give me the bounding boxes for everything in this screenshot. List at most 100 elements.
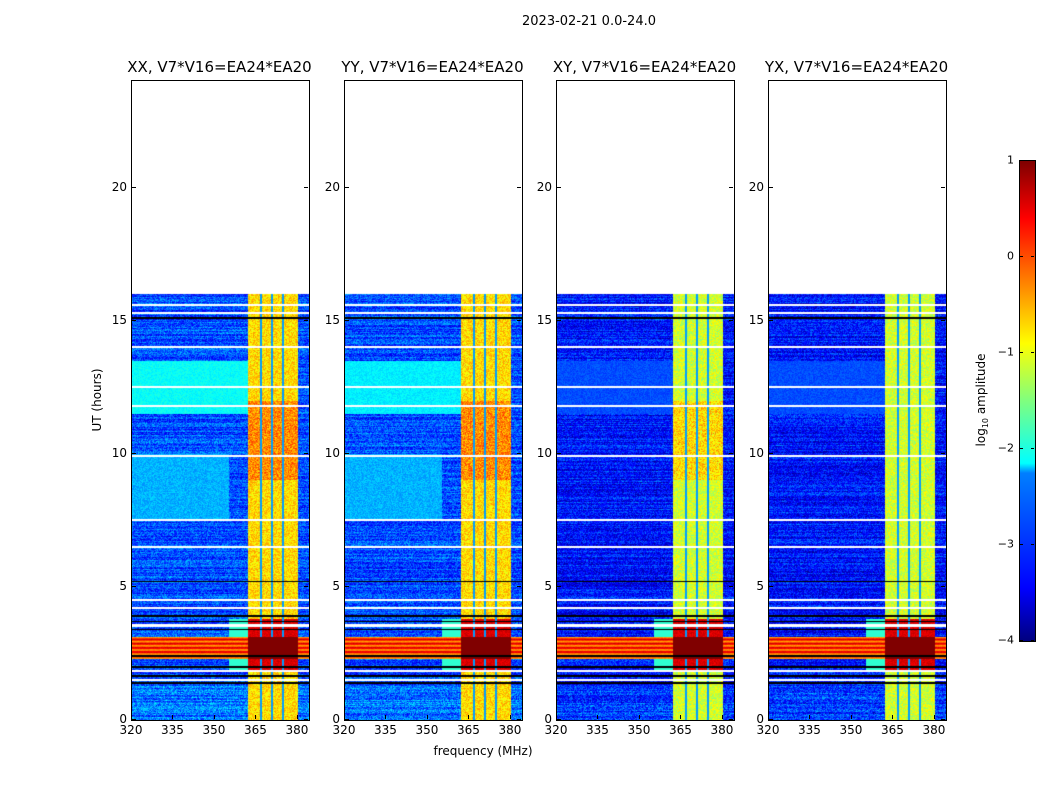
x-tick-label: 335	[374, 723, 397, 737]
figure-title: 2023-02-21 0.0-24.0	[522, 14, 656, 29]
y-tick-mark	[729, 319, 733, 321]
colorbar	[1019, 160, 1036, 642]
y-tick-mark	[557, 186, 561, 188]
x-tick-label: 350	[839, 723, 863, 737]
x-tick-label: 335	[161, 723, 184, 737]
x-tick-mark	[255, 715, 257, 719]
x-tick-mark	[768, 715, 769, 719]
x-tick-mark	[638, 715, 640, 719]
y-tick-mark	[517, 585, 521, 587]
x-tick-label: 320	[756, 723, 780, 737]
y-tick-label: 15	[536, 312, 552, 327]
y-tick-mark	[304, 186, 308, 188]
colorbar-tick-mark	[1031, 352, 1034, 353]
y-tick-mark	[941, 719, 945, 720]
y-axis-label: UT (hours)	[90, 368, 104, 432]
y-tick-mark	[345, 719, 349, 720]
x-tick-label: 320	[544, 723, 568, 737]
colorbar-tick-mark	[1031, 640, 1034, 641]
y-tick-mark	[729, 719, 733, 720]
colorbar-tick-label: −1	[997, 345, 1014, 359]
x-tick-mark	[296, 715, 298, 719]
y-tick-mark	[769, 719, 773, 720]
x-tick-mark	[809, 715, 811, 719]
y-tick-label: 5	[756, 578, 764, 593]
x-tick-mark	[680, 715, 682, 719]
panel-title: XY, V7*V16=EA24*EA20	[552, 58, 737, 76]
y-tick-label: 5	[119, 578, 127, 593]
colorbar-tick-mark	[1031, 544, 1034, 545]
colorbar-label-rest: amplitude	[973, 353, 988, 418]
x-tick-mark	[850, 715, 852, 719]
y-tick-label: 0	[332, 712, 340, 726]
y-tick-mark	[941, 585, 945, 587]
spectrogram-panel	[344, 80, 523, 721]
y-tick-label: 15	[111, 312, 127, 327]
y-tick-label: 10	[536, 445, 552, 460]
x-tick-mark	[597, 715, 599, 719]
x-tick-label: 365	[457, 723, 480, 737]
spectrogram-image	[345, 81, 522, 720]
spectrogram-panel	[131, 80, 310, 721]
colorbar-tick-mark	[1020, 448, 1023, 449]
colorbar-tick-label: −3	[997, 537, 1014, 551]
y-tick-label: 20	[536, 179, 552, 194]
colorbar-label: log10 amplitude	[974, 354, 990, 447]
x-tick-label: 320	[119, 723, 143, 737]
y-tick-mark	[304, 452, 308, 454]
y-tick-mark	[132, 319, 136, 321]
x-tick-mark	[385, 715, 387, 719]
y-tick-mark	[304, 585, 308, 587]
y-tick-mark	[345, 186, 349, 188]
x-tick-label: 365	[244, 723, 267, 737]
y-tick-label: 10	[324, 445, 340, 460]
y-tick-mark	[729, 585, 733, 587]
y-tick-mark	[729, 186, 733, 188]
colorbar-tick-mark	[1020, 256, 1023, 257]
x-tick-label: 380	[498, 723, 522, 737]
spectrogram-image	[557, 81, 734, 720]
x-tick-mark	[344, 715, 345, 719]
colorbar-tick-mark	[1031, 160, 1034, 161]
y-tick-mark	[132, 186, 136, 188]
y-tick-mark	[769, 585, 773, 587]
y-tick-mark	[132, 719, 136, 720]
x-tick-label: 380	[285, 723, 309, 737]
x-tick-mark	[172, 715, 174, 719]
x-tick-mark	[131, 715, 132, 719]
y-tick-label: 10	[748, 445, 764, 460]
y-tick-mark	[769, 186, 773, 188]
y-tick-mark	[769, 452, 773, 454]
spectrogram-panel	[768, 80, 947, 721]
y-tick-label: 0	[544, 712, 552, 726]
colorbar-tick-mark	[1031, 448, 1034, 449]
y-tick-mark	[132, 452, 136, 454]
x-tick-mark	[556, 715, 557, 719]
y-tick-label: 0	[756, 712, 764, 726]
colorbar-tick-mark	[1020, 544, 1023, 545]
y-tick-mark	[517, 319, 521, 321]
y-tick-mark	[941, 319, 945, 321]
y-tick-mark	[557, 585, 561, 587]
y-tick-mark	[557, 719, 561, 720]
x-tick-mark	[933, 715, 935, 719]
colorbar-tick-label: 1	[1007, 153, 1014, 167]
colorbar-tick-mark	[1020, 160, 1023, 161]
colorbar-tick-label: −2	[997, 441, 1014, 455]
y-tick-mark	[345, 585, 349, 587]
y-tick-label: 20	[748, 179, 764, 194]
y-tick-mark	[304, 719, 308, 720]
x-tick-label: 350	[415, 723, 439, 737]
x-axis-label: frequency (MHz)	[433, 744, 533, 758]
y-tick-label: 0	[119, 712, 127, 726]
y-tick-mark	[345, 319, 349, 321]
x-tick-mark	[892, 715, 894, 719]
colorbar-tick-mark	[1031, 256, 1034, 257]
spectrogram-image	[769, 81, 946, 720]
y-tick-mark	[769, 319, 773, 321]
y-tick-mark	[729, 452, 733, 454]
x-tick-label: 380	[922, 723, 946, 737]
colorbar-tick-mark	[1020, 352, 1023, 353]
x-tick-label: 365	[669, 723, 692, 737]
